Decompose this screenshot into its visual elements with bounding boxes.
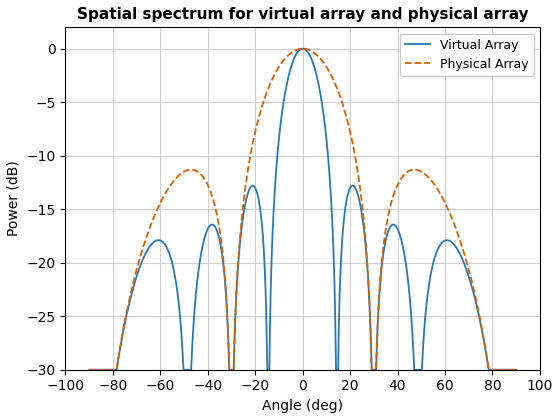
Physical Array (164, 189, 170, 194)
Virtual Array (404, 276, 411, 281)
Physical Array (299, 46, 306, 51)
Virtual Array (249, 183, 256, 188)
Virtual Array (513, 367, 520, 372)
Physical Array (363, 255, 370, 260)
Physical Array (404, 169, 411, 174)
Line: Physical Array: Physical Array (89, 49, 516, 370)
Line: Virtual Array: Virtual Array (89, 49, 516, 370)
Virtual Array (437, 242, 444, 247)
Virtual Array (86, 367, 92, 372)
Physical Array (437, 192, 444, 197)
Physical Array (249, 143, 256, 148)
Physical Array (342, 110, 349, 116)
Virtual Array (363, 259, 370, 264)
X-axis label: Angle (deg): Angle (deg) (262, 399, 343, 413)
Virtual Array (342, 205, 349, 210)
Physical Array (513, 367, 520, 372)
Y-axis label: Power (dB): Power (dB) (7, 161, 21, 236)
Title: Spatial spectrum for virtual array and physical array: Spatial spectrum for virtual array and p… (77, 7, 529, 22)
Physical Array (86, 367, 92, 372)
Virtual Array (299, 46, 306, 51)
Legend: Virtual Array, Physical Array: Virtual Array, Physical Array (400, 34, 534, 76)
Virtual Array (164, 245, 170, 250)
